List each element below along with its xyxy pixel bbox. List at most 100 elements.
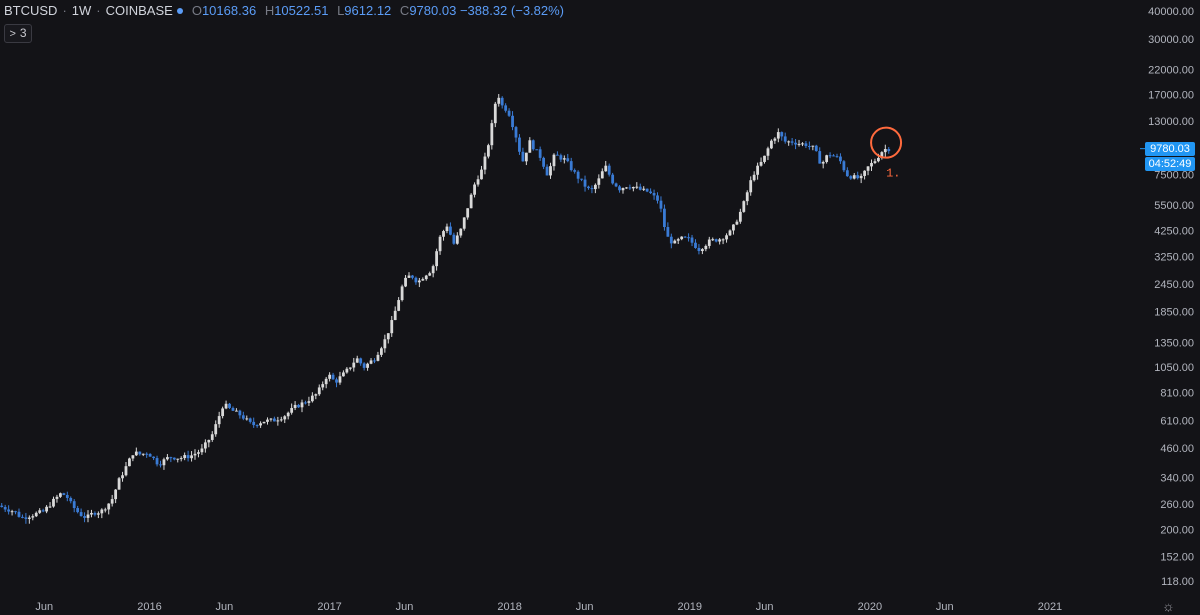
candle-body bbox=[41, 510, 45, 512]
candle-body bbox=[638, 186, 642, 190]
candle-body bbox=[618, 186, 621, 191]
candle-body bbox=[162, 459, 166, 466]
candle-body bbox=[566, 158, 570, 162]
price-axis-tick-label: 2450.00 bbox=[1154, 279, 1194, 291]
high-label: H bbox=[264, 3, 275, 18]
candle-body bbox=[45, 506, 48, 512]
candle-body bbox=[683, 236, 687, 238]
symbol-name[interactable]: BTCUSD bbox=[4, 3, 58, 18]
candle-body bbox=[514, 127, 518, 138]
candle-body bbox=[756, 165, 760, 175]
candle-body bbox=[286, 412, 290, 417]
candle-body bbox=[121, 475, 124, 479]
symbol-legend: BTCUSD · 1W · COINBASE O10168.36 H10522.51 L9… bbox=[4, 3, 565, 18]
candle-body bbox=[863, 170, 867, 176]
exchange-label: COINBASE bbox=[105, 3, 173, 18]
candle-body bbox=[870, 162, 873, 167]
candle-body bbox=[252, 421, 256, 426]
candle-body bbox=[859, 175, 863, 179]
time-axis-tick-label: 2020 bbox=[858, 601, 882, 613]
candle-body bbox=[704, 245, 708, 250]
candle-body bbox=[279, 419, 283, 421]
candle-body bbox=[390, 320, 394, 334]
candle-body bbox=[528, 140, 532, 153]
candle-body bbox=[79, 512, 83, 517]
candle-body bbox=[214, 424, 218, 435]
price-axis-tick-label: 1850.00 bbox=[1154, 307, 1194, 319]
candle-body bbox=[59, 493, 62, 497]
candle-body bbox=[473, 184, 476, 195]
annotation-circle bbox=[870, 126, 903, 159]
candle-body bbox=[272, 418, 276, 422]
time-axis-tick-label: 2019 bbox=[678, 601, 702, 613]
candle-body bbox=[559, 155, 563, 160]
candle-body bbox=[210, 434, 214, 440]
price-axis[interactable]: 40000.00 30000.00 22000.00 17000.00 13000.00… bbox=[1148, 6, 1194, 588]
candle-body bbox=[117, 478, 121, 490]
indicators-toggle-button[interactable]: >3 bbox=[4, 24, 32, 43]
candle-body bbox=[431, 266, 435, 274]
time-axis-tick-label: Jun bbox=[216, 601, 234, 613]
open-label: O bbox=[191, 3, 202, 18]
candle-body bbox=[131, 455, 135, 459]
candle-body bbox=[266, 419, 269, 422]
candle-body bbox=[587, 186, 590, 189]
candle-body bbox=[452, 234, 456, 244]
candle-body bbox=[625, 187, 628, 189]
candle-body bbox=[186, 455, 190, 459]
candle-body bbox=[21, 516, 24, 518]
candle-body bbox=[849, 176, 853, 179]
candle-body bbox=[259, 423, 262, 426]
candle-body bbox=[114, 489, 118, 500]
candle-body bbox=[856, 175, 860, 179]
interval-label[interactable]: 1W bbox=[71, 3, 92, 18]
candle-body bbox=[511, 115, 514, 128]
time-axis-tick-label: 2021 bbox=[1038, 601, 1062, 613]
candle-body bbox=[134, 451, 138, 456]
price-axis-tick-label: 13000.00 bbox=[1148, 116, 1194, 128]
candle-body bbox=[807, 146, 811, 148]
candle-body bbox=[52, 498, 55, 507]
candle-body bbox=[814, 145, 818, 152]
candle-body bbox=[518, 137, 521, 152]
candle-body bbox=[193, 453, 197, 456]
candle-body bbox=[293, 404, 297, 409]
candle-body bbox=[725, 235, 728, 240]
annotation-layer[interactable]: 1. bbox=[870, 126, 1150, 181]
candle-body bbox=[324, 378, 328, 385]
candle-body bbox=[880, 152, 884, 158]
candle-body bbox=[801, 143, 804, 145]
candle-body bbox=[542, 157, 546, 167]
open-value: 10168.36 bbox=[201, 3, 257, 18]
candle-body bbox=[417, 280, 421, 283]
candle-body bbox=[642, 188, 646, 190]
candle-body bbox=[335, 379, 338, 383]
price-axis-tick-label: 152.00 bbox=[1160, 551, 1194, 563]
low-value: 9612.12 bbox=[344, 3, 392, 18]
annotation-label: 1. bbox=[886, 167, 900, 181]
candle-body bbox=[276, 420, 280, 422]
price-axis-tick-label: 7500.00 bbox=[1154, 170, 1194, 182]
candle-body bbox=[145, 453, 149, 455]
candle-body bbox=[804, 143, 808, 147]
chart-settings-gear-icon[interactable]: ☼ bbox=[1162, 598, 1175, 614]
candle-body bbox=[421, 279, 425, 281]
close-value: 9780.03 bbox=[409, 3, 457, 18]
candle-body bbox=[411, 275, 414, 278]
time-axis[interactable]: Jun 2016 Jun 2017 Jun 2018 Jun 2019 Jun 2020 Jun 20… bbox=[35, 601, 1062, 613]
candle-body bbox=[524, 152, 528, 162]
candle-body bbox=[580, 178, 583, 180]
indicator-count: 3 bbox=[19, 26, 27, 40]
candle-body bbox=[307, 401, 311, 403]
candle-body bbox=[14, 511, 17, 513]
candle-body bbox=[593, 184, 597, 190]
candle-body bbox=[676, 239, 680, 241]
candle-body bbox=[635, 186, 639, 188]
candle-body bbox=[262, 421, 266, 424]
candle-body bbox=[200, 448, 204, 453]
candle-body bbox=[172, 457, 176, 460]
close-label: C bbox=[399, 3, 410, 18]
time-axis-tick-label: 2018 bbox=[497, 601, 521, 613]
candle-body bbox=[839, 156, 842, 162]
